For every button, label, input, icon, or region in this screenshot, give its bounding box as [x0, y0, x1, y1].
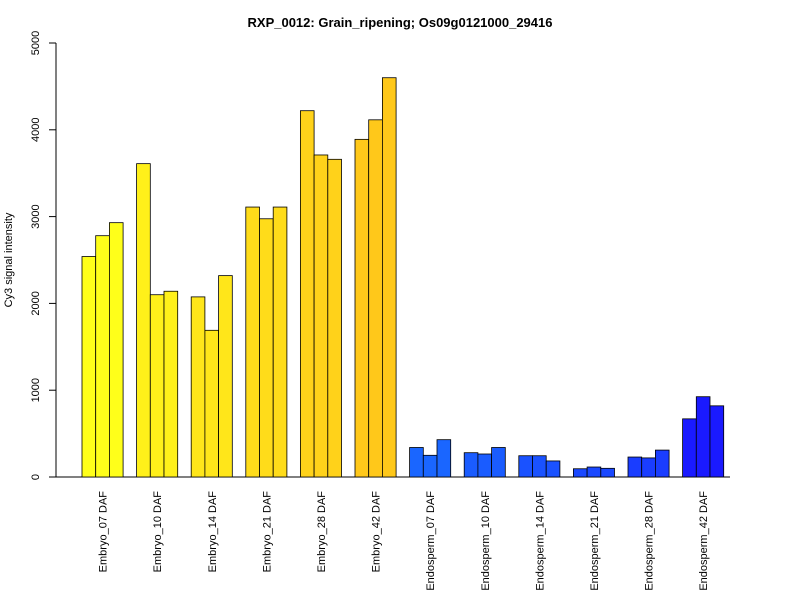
- bar: [245, 206, 260, 478]
- bar: [682, 418, 697, 478]
- bar-group: [136, 163, 179, 478]
- y-tick-label: 1000: [30, 378, 42, 402]
- bar: [381, 77, 397, 478]
- bar: [327, 158, 342, 478]
- bar: [81, 256, 97, 478]
- bar: [218, 275, 233, 478]
- bar: [586, 466, 602, 478]
- bars: [81, 77, 725, 478]
- bar: [627, 456, 643, 478]
- x-tick-label: Embryo_14 DAF: [207, 491, 219, 573]
- bar-group: [354, 77, 397, 478]
- bar: [149, 294, 165, 478]
- bar: [136, 163, 151, 478]
- x-tick-label: Endosperm_14 DAF: [534, 491, 546, 591]
- x-tick-label: Embryo_21 DAF: [261, 491, 273, 573]
- bar: [313, 154, 329, 478]
- bar: [532, 455, 547, 478]
- x-tick-label: Endosperm_21 DAF: [589, 491, 601, 591]
- bar-group: [81, 222, 124, 478]
- bar: [709, 405, 725, 478]
- x-tick-label: Endosperm_07 DAF: [425, 491, 437, 591]
- bar: [655, 449, 670, 478]
- bar: [259, 218, 274, 478]
- chart-title: RXP_0012: Grain_ripening; Os09g0121000_2…: [248, 15, 553, 30]
- y-tick-label: 3000: [30, 204, 42, 228]
- y-axis: 0 1000 2000 3000 4000 5000: [30, 31, 57, 480]
- bar: [477, 453, 492, 478]
- bar: [190, 296, 206, 478]
- bar: [436, 439, 452, 478]
- bar: [163, 290, 179, 478]
- y-tick-label: 2000: [30, 291, 42, 315]
- bar: [641, 457, 656, 478]
- bar: [463, 452, 479, 478]
- bar-group: [299, 110, 342, 478]
- x-axis: Embryo_07 DAF Embryo_10 DAF Embryo_14 DAF E…: [56, 476, 730, 591]
- bar: [354, 138, 370, 478]
- bar-group: [245, 206, 288, 478]
- bar: [272, 206, 288, 478]
- x-tick-label: Endosperm_28 DAF: [644, 491, 656, 591]
- bar-group: [463, 447, 506, 478]
- bar: [109, 222, 124, 478]
- bar: [600, 467, 615, 478]
- bar-group: [409, 439, 452, 478]
- bar: [204, 329, 219, 478]
- y-tick-label: 5000: [30, 31, 42, 55]
- bar: [491, 447, 506, 478]
- x-tick-label: Embryo_42 DAF: [371, 491, 383, 573]
- bar: [518, 455, 533, 478]
- x-tick-label: Embryo_07 DAF: [98, 491, 110, 573]
- x-tick-label: Embryo_28 DAF: [316, 491, 328, 573]
- x-tick-label: Endosperm_10 DAF: [480, 491, 492, 591]
- y-tick-label: 4000: [30, 118, 42, 142]
- bar-group: [627, 449, 670, 478]
- bar: [422, 454, 438, 478]
- bar-group: [573, 466, 615, 478]
- bar-group: [190, 275, 233, 478]
- bar: [573, 468, 588, 478]
- y-axis-label: Cy3 signal intensity: [3, 212, 15, 307]
- x-tick-label: Embryo_10 DAF: [152, 491, 164, 573]
- bar: [545, 460, 561, 478]
- bar: [409, 447, 424, 478]
- y-tick-label: 0: [30, 474, 42, 480]
- bar: [95, 235, 110, 478]
- bar: [299, 110, 315, 478]
- bar: [695, 396, 711, 478]
- bar: [368, 119, 383, 478]
- x-tick-label: Endosperm_42 DAF: [698, 491, 710, 591]
- bar-group: [518, 455, 561, 478]
- bar-group: [682, 396, 725, 478]
